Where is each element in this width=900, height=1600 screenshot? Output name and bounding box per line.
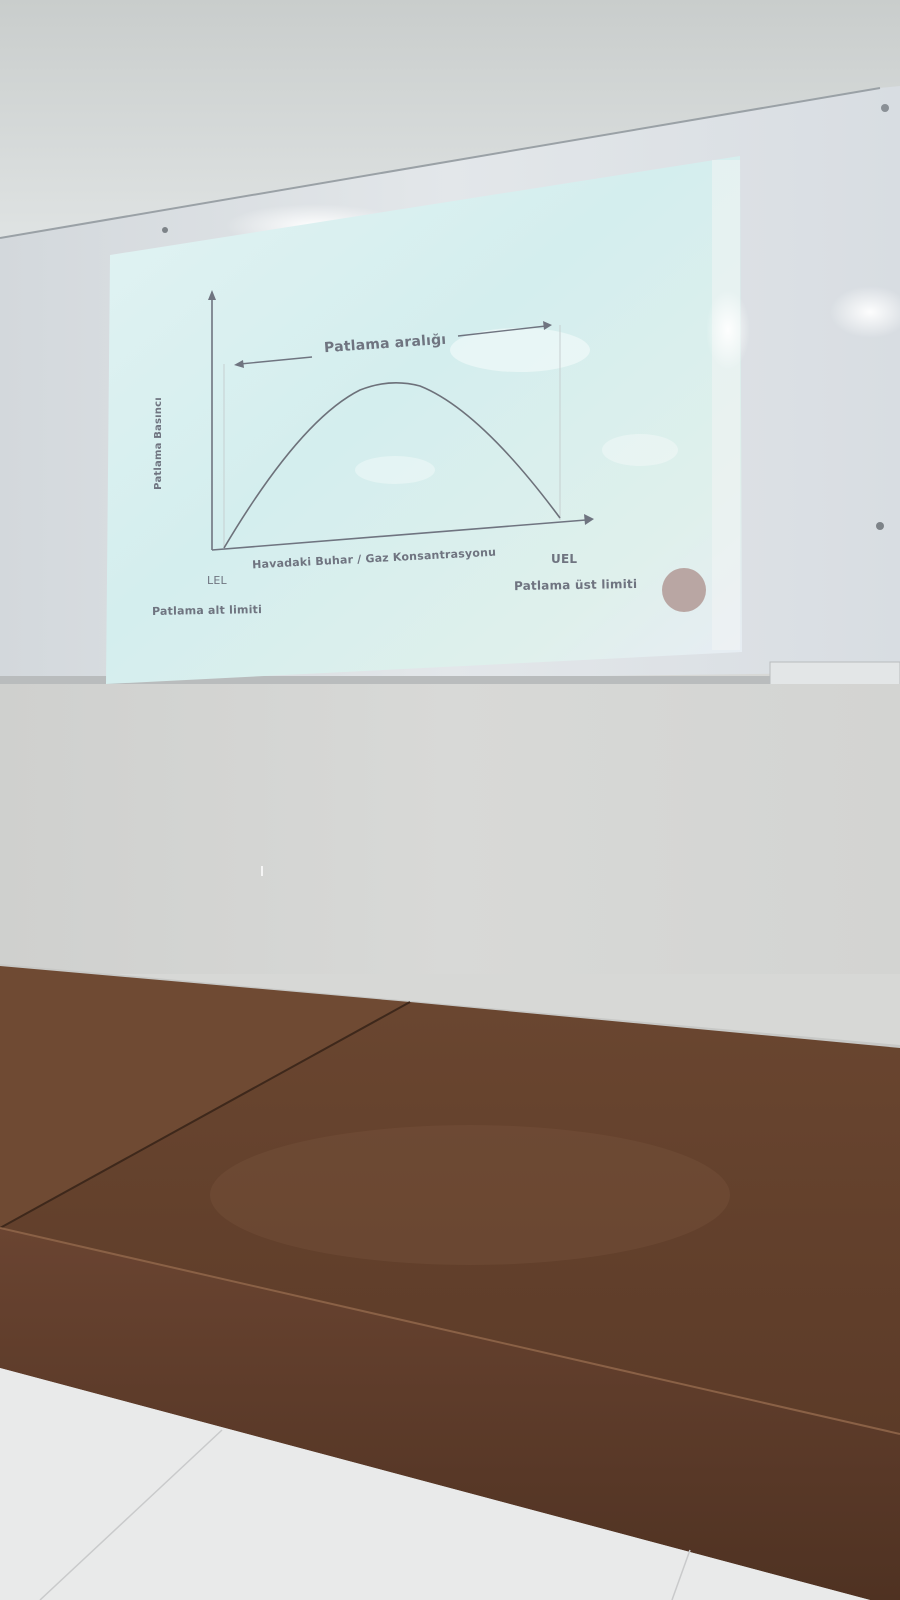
lower-limit-label: Patlama alt limiti bbox=[151, 603, 263, 618]
range-arrow-left-head bbox=[234, 360, 244, 368]
whiteboard-screw bbox=[162, 227, 168, 233]
projection-reflection bbox=[450, 328, 590, 372]
marker-tray bbox=[769, 661, 900, 687]
stage-top-left bbox=[0, 966, 410, 1228]
stage-panel-seam bbox=[0, 1001, 411, 1229]
stage-top bbox=[0, 1002, 900, 1434]
pointer-dot bbox=[662, 568, 706, 612]
projection-slide bbox=[106, 156, 742, 684]
explosion-pressure-curve bbox=[223, 382, 561, 549]
whiteboard-screw bbox=[876, 522, 884, 530]
y-axis-arrowhead bbox=[208, 290, 216, 300]
lel-label: LEL bbox=[207, 574, 227, 587]
uel-label: UEL bbox=[551, 552, 578, 566]
x-axis bbox=[211, 519, 587, 551]
floor bbox=[0, 1368, 870, 1600]
projection-reflection bbox=[355, 456, 435, 484]
stage-edge bbox=[0, 1227, 900, 1435]
whiteboard-screw bbox=[881, 104, 889, 112]
whiteboard-top-edge bbox=[0, 87, 881, 239]
projection-edge-glare bbox=[712, 160, 740, 650]
lower-wall bbox=[0, 684, 900, 974]
ceiling-light-reflection-right bbox=[830, 286, 900, 338]
upper-limit-label: Patlama üst limiti bbox=[513, 576, 638, 594]
y-axis-label: Patlama Basıncı bbox=[152, 397, 164, 490]
projection-reflection bbox=[602, 434, 678, 466]
projection-glare bbox=[706, 290, 750, 370]
x-axis-arrowhead bbox=[584, 514, 594, 525]
whiteboard-ledge bbox=[0, 676, 900, 684]
range-arrow-right-head bbox=[543, 321, 552, 330]
stage-sheen bbox=[210, 1125, 730, 1265]
range-arrow-left bbox=[239, 356, 313, 365]
floor-tile-seam bbox=[39, 1429, 223, 1600]
stage-front bbox=[0, 1228, 900, 1600]
floor-tile-seam bbox=[671, 1549, 691, 1600]
range-arrow-right bbox=[457, 325, 547, 337]
